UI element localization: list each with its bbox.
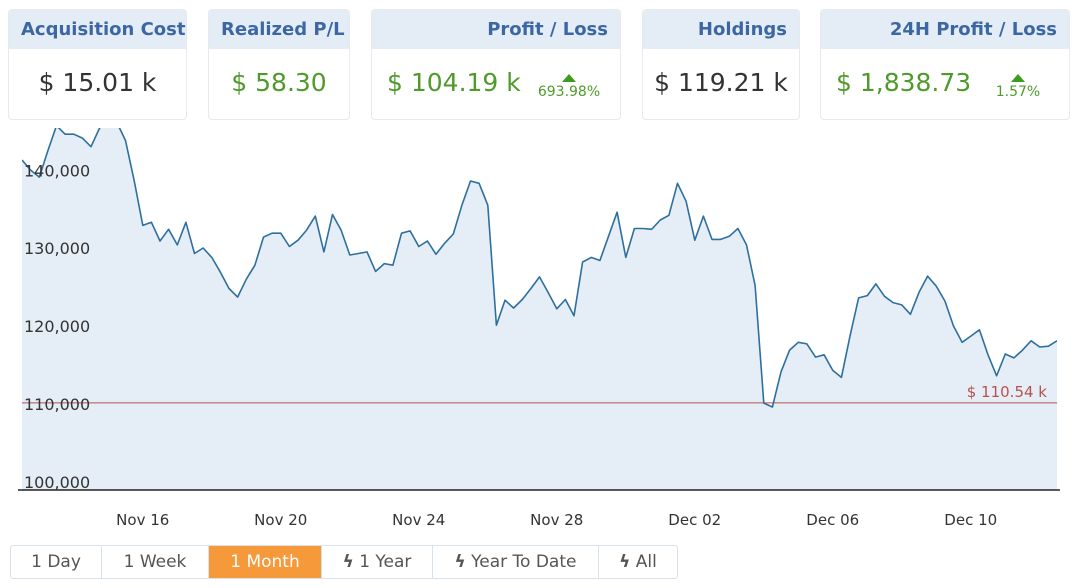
- card-value: $ 58.30: [231, 68, 327, 97]
- card-24h-profit-loss: 24H Profit / Loss $ 1,838.73 1.57%: [820, 9, 1070, 120]
- lightning-icon: ϟ: [454, 552, 466, 572]
- range-label: All: [635, 552, 657, 572]
- card-change: 693.98%: [534, 74, 604, 100]
- card-change: 1.57%: [983, 74, 1053, 100]
- card-realized-pl: Realized P/L $ 58.30: [208, 9, 350, 120]
- x-tick-label: Nov 20: [254, 511, 307, 529]
- card-holdings: Holdings $ 119.21 k: [642, 9, 800, 120]
- series-line: [22, 128, 1057, 408]
- range-1-month[interactable]: 1 Month: [209, 546, 322, 578]
- card-title: Holdings: [643, 10, 799, 49]
- holdings-chart: $ 110.54 k 100,000 110,000 120,000 130,000 14…: [18, 128, 1060, 529]
- x-tick-label: Nov 24: [392, 511, 445, 529]
- x-tick-label: Dec 02: [668, 511, 721, 529]
- card-value: $ 15.01 k: [38, 68, 157, 97]
- x-tick-label: Nov 28: [530, 511, 583, 529]
- x-tick-label: Nov 16: [116, 511, 169, 529]
- card-profit-loss: Profit / Loss $ 104.19 k 693.98%: [371, 9, 621, 120]
- card-acquisition-cost: Acquisition Cost $ 15.01 k: [8, 9, 187, 120]
- card-title: Realized P/L: [209, 10, 349, 49]
- change-value: 693.98%: [537, 84, 601, 100]
- range-1-day[interactable]: 1 Day: [11, 546, 102, 578]
- triangle-up-icon: [562, 74, 576, 82]
- change-value: 1.57%: [995, 84, 1041, 100]
- y-tick-label: 120,000: [24, 317, 90, 336]
- lightning-icon: ϟ: [619, 552, 631, 572]
- range-1-year[interactable]: ϟ 1 Year: [322, 546, 433, 578]
- area-fill: [22, 128, 1057, 490]
- range-label: Year To Date: [471, 552, 577, 572]
- card-value: $ 1,838.73: [836, 68, 972, 97]
- y-tick-label: 130,000: [24, 239, 90, 258]
- range-label: 1 Day: [31, 552, 81, 572]
- card-title: Acquisition Cost: [9, 10, 186, 49]
- card-value: $ 119.21 k: [654, 68, 788, 97]
- range-label: 1 Week: [123, 552, 187, 572]
- card-title: Profit / Loss: [372, 10, 620, 49]
- lightning-icon: ϟ: [342, 552, 354, 572]
- range-all[interactable]: ϟ All: [599, 546, 677, 578]
- range-selector: 1 Day 1 Week 1 Month ϟ 1 Year ϟ Year To …: [10, 545, 678, 579]
- reference-line-label: $ 110.54 k: [967, 383, 1048, 401]
- range-label: 1 Year: [359, 552, 412, 572]
- card-value: $ 104.19 k: [387, 68, 521, 97]
- card-title: 24H Profit / Loss: [821, 10, 1069, 49]
- y-tick-label: 110,000: [24, 395, 90, 414]
- triangle-up-icon: [1011, 74, 1025, 82]
- y-tick-label: 100,000: [24, 473, 90, 492]
- range-label: 1 Month: [230, 552, 300, 572]
- range-1-week[interactable]: 1 Week: [102, 546, 209, 578]
- range-year-to-date[interactable]: ϟ Year To Date: [433, 546, 599, 578]
- x-tick-label: Dec 10: [944, 511, 997, 529]
- x-tick-label: Dec 06: [806, 511, 859, 529]
- y-tick-label: 140,000: [24, 161, 90, 180]
